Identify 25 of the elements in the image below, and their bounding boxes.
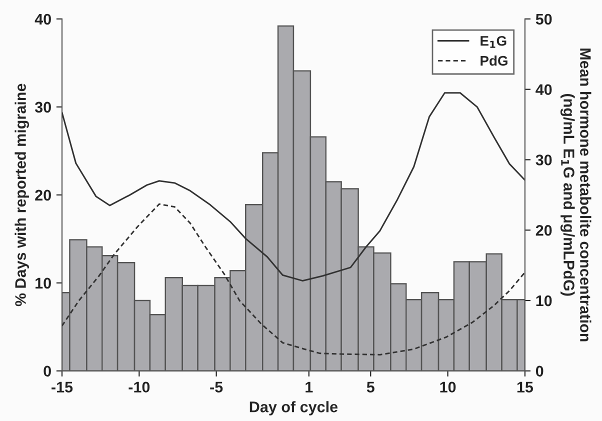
- y2-tick-label: 30: [536, 154, 552, 166]
- y2-tick-label: 50: [536, 14, 552, 25]
- x-tick-label: 10: [440, 382, 456, 393]
- y2-tick-label: 40: [536, 84, 552, 96]
- line-series: [62, 92, 525, 282]
- y-tick-label: 40: [34, 14, 51, 25]
- y-tick-label: 20: [35, 190, 51, 201]
- x-tick-label: 15: [517, 382, 534, 393]
- y-tick-label: 30: [34, 102, 51, 113]
- legend-label: E$_{1}$G: [480, 36, 506, 48]
- x-tick-label: -5: [210, 382, 223, 393]
- y2-tick-label: 0: [536, 366, 544, 377]
- y2-tick-label: 20: [536, 224, 552, 236]
- y2-axis-title: Mean hormone metabolite concentration (ng/mL E$_{1}$G and μg/mLPdG): [560, 48, 592, 342]
- y-tick-label: 0: [44, 366, 51, 377]
- legend-label: PdG: [480, 56, 508, 66]
- y-axis-title: % Days with reported migraine: [14, 84, 30, 306]
- x-tick-label: -10: [128, 382, 150, 393]
- x-axis-title: Day of cycle: [250, 401, 338, 416]
- x-tick-label: 5: [366, 382, 374, 393]
- x-tick-label: -15: [52, 382, 73, 393]
- y2-tick-label: 10: [536, 295, 552, 306]
- x-tick-label: 1: [306, 382, 313, 392]
- y-tick-label: 10: [36, 278, 51, 289]
- line-series: [62, 203, 525, 356]
